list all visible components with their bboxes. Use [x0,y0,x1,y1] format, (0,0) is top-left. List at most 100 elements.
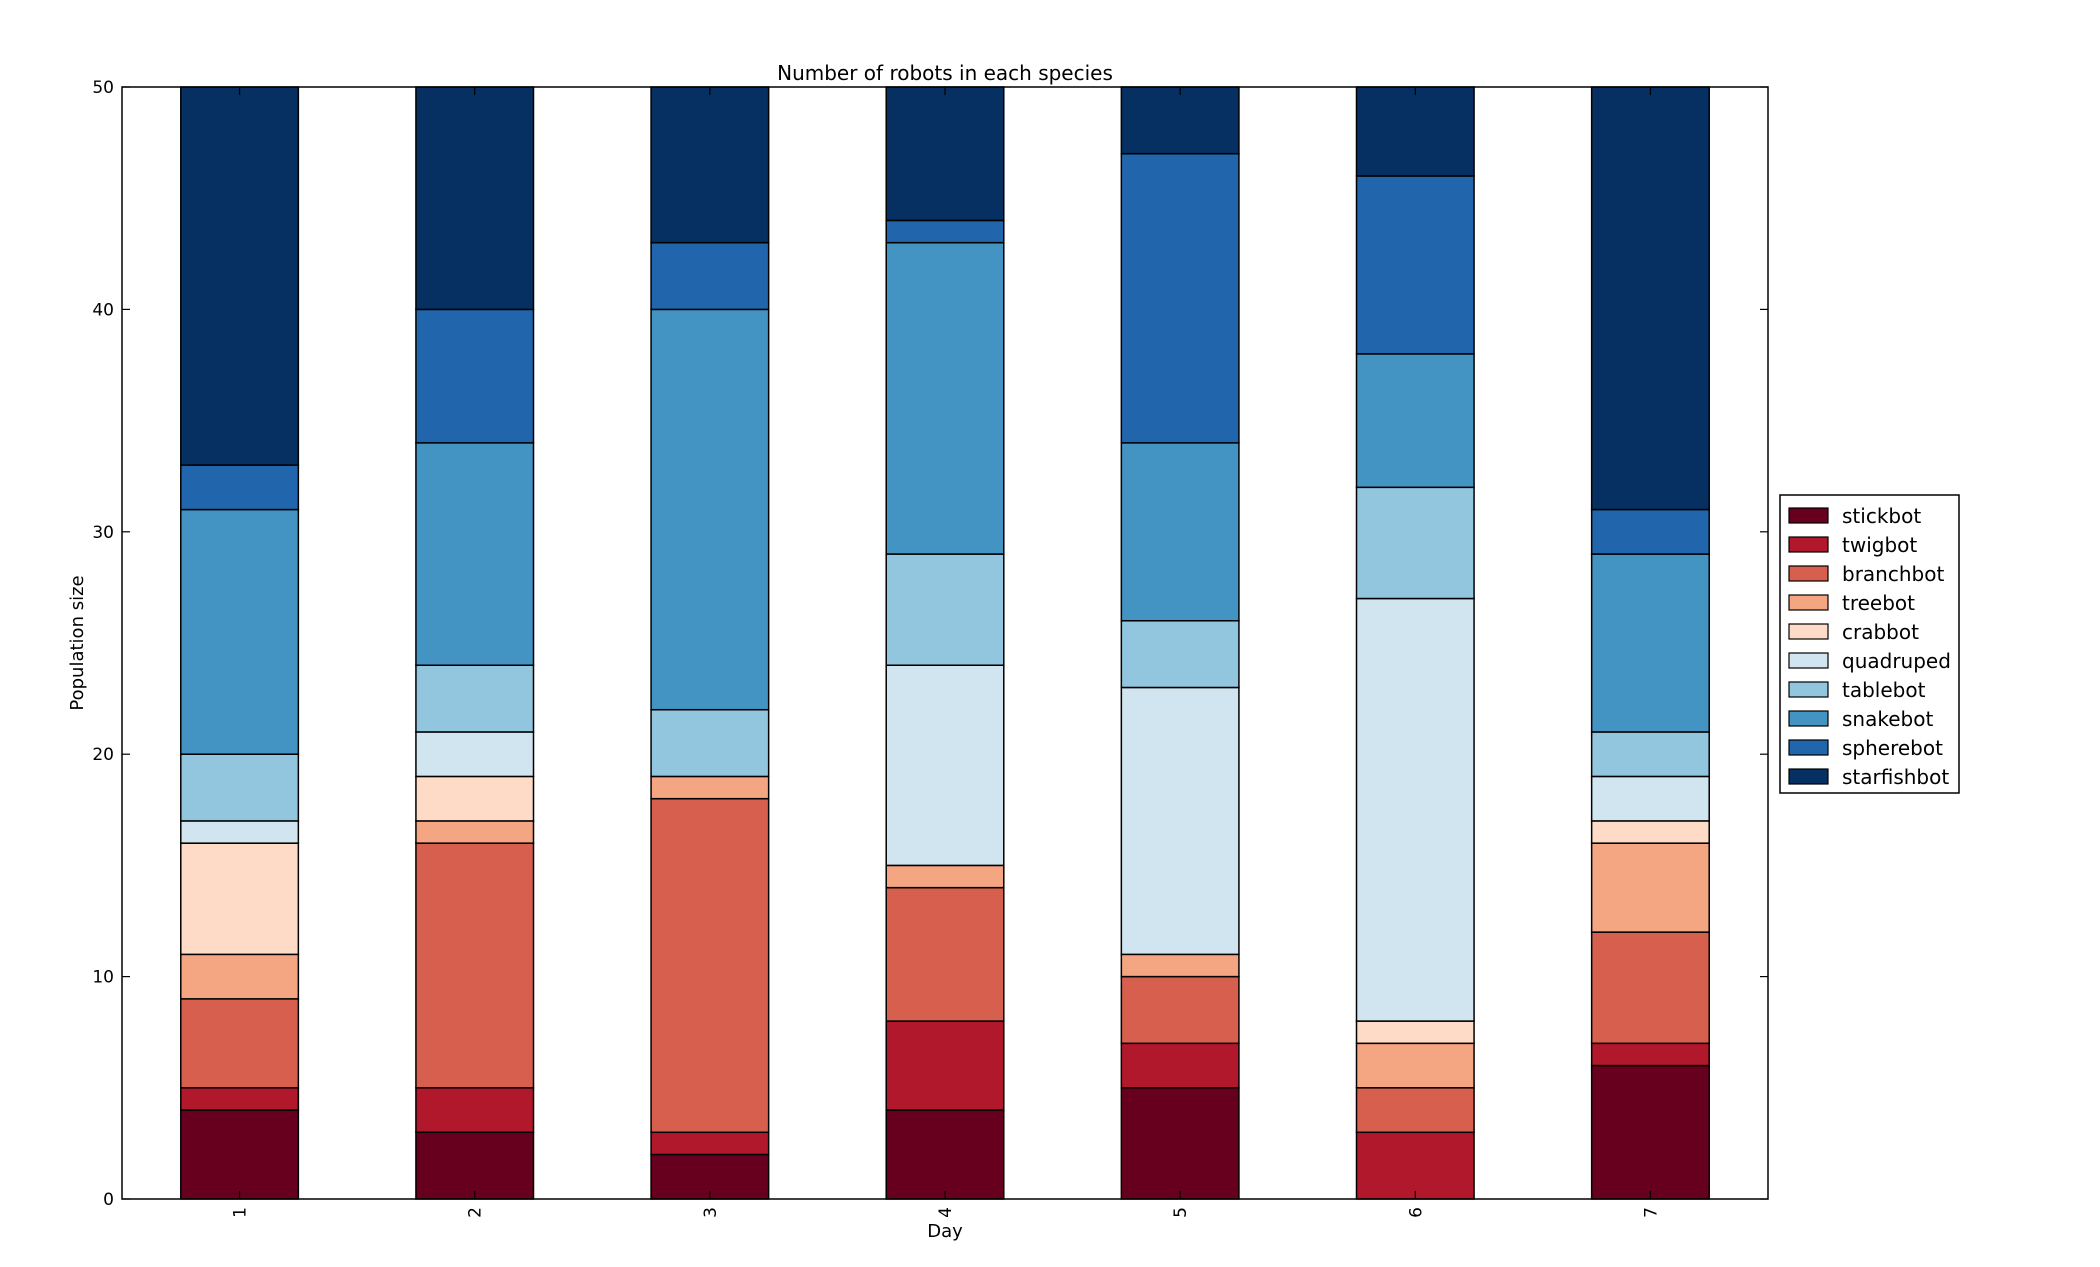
bar-segment-branchbot-day-2 [415,842,535,1089]
bar-segment-twigbot-day-7 [1590,1042,1710,1067]
legend: stickbot twigbot branchbot treebot crabbot qu… [1779,494,1960,794]
bar-segment-treebot-day-7 [1590,842,1710,933]
legend-label-quadruped: quadruped [1842,649,1951,673]
bar-segment-snakebot-day-4 [885,241,1005,555]
x-tick-label-2: 2 [466,1207,486,1218]
legend-swatch-spherebot [1788,739,1829,756]
bar-segment-snakebot-day-6 [1355,353,1475,489]
bar-segment-snakebot-day-1 [180,508,300,755]
bar-segment-spherebot-day-4 [885,219,1005,244]
bar-segment-crabbot-day-6 [1355,1020,1475,1045]
bar-segment-snakebot-day-2 [415,442,535,666]
bar-segment-branchbot-day-4 [885,886,1005,1022]
legend-swatch-starfishbot [1788,768,1829,785]
legend-swatch-stickbot [1788,507,1829,524]
bar-segment-tablebot-day-7 [1590,731,1710,778]
bar-segment-crabbot-day-7 [1590,820,1710,844]
bar-segment-twigbot-day-4 [885,1020,1005,1111]
bar-segment-starfishbot-day-4 [885,86,1005,222]
bar-segment-tablebot-day-3 [650,708,770,778]
bar-segment-spherebot-day-3 [650,241,770,311]
bar-segment-stickbot-day-4 [885,1109,1005,1200]
bar-segment-treebot-day-1 [180,953,300,1000]
bar-segment-tablebot-day-6 [1355,486,1475,600]
x-axis-label: Day [927,1221,963,1242]
bar-segment-starfishbot-day-3 [650,86,770,244]
y-tick-label-50: 50 [92,78,114,98]
legend-label-branchbot: branchbot [1842,562,1944,586]
bar-segment-twigbot-day-1 [180,1087,300,1111]
y-tick-label-40: 40 [92,300,114,320]
x-tick-label-4: 4 [936,1207,956,1218]
bar-segment-branchbot-day-5 [1120,975,1240,1045]
y-axis: 0 10 20 30 40 50 [92,78,1768,1210]
legend-label-spherebot: spherebot [1842,736,1943,760]
bar-segment-stickbot-day-7 [1590,1064,1710,1200]
x-tick-label-1: 1 [231,1207,251,1218]
y-tick-label-0: 0 [103,1190,114,1210]
x-axis: 1 2 3 4 5 6 7 [231,87,1661,1218]
legend-label-crabbot: crabbot [1842,620,1919,644]
bar-segment-spherebot-day-2 [415,308,535,444]
bar-segment-quadruped-day-4 [885,664,1005,867]
bar-segment-snakebot-day-7 [1590,553,1710,733]
bar-segment-starfishbot-day-2 [415,86,535,311]
bar-segment-tablebot-day-1 [180,753,300,822]
bar-segment-stickbot-day-2 [415,1131,535,1200]
legend-swatch-crabbot [1788,623,1829,640]
y-tick-label-10: 10 [92,968,114,988]
bar-segment-starfishbot-day-7 [1590,86,1710,511]
bar-segment-treebot-day-2 [415,820,535,844]
y-tick-label-30: 30 [92,523,114,543]
chart-title: Number of robots in each species [777,61,1113,85]
bar-segment-twigbot-day-5 [1120,1042,1240,1089]
bar-segment-treebot-day-3 [650,775,770,800]
legend-label-treebot: treebot [1842,591,1915,615]
bar-segment-snakebot-day-3 [650,308,770,711]
legend-swatch-branchbot [1788,565,1829,582]
legend-label-snakebot: snakebot [1842,707,1933,731]
bar-segment-treebot-day-5 [1120,953,1240,978]
legend-swatch-snakebot [1788,710,1829,727]
bar-segment-treebot-day-4 [885,864,1005,889]
bar-segment-quadruped-day-1 [180,820,300,844]
bar-segment-stickbot-day-5 [1120,1087,1240,1200]
legend-swatch-tablebot [1788,681,1829,698]
bar-segment-twigbot-day-2 [415,1087,535,1134]
y-axis-label: Population size [67,575,88,710]
bar-segment-spherebot-day-1 [180,464,300,511]
bar-segment-crabbot-day-1 [180,842,300,956]
bar-segment-tablebot-day-4 [885,553,1005,666]
bars-layer [180,86,1710,1200]
bar-segment-branchbot-day-3 [650,797,770,1134]
x-tick-label-5: 5 [1171,1207,1191,1218]
bar-segment-starfishbot-day-1 [180,86,300,466]
bar-segment-starfishbot-day-5 [1120,86,1240,155]
bar-segment-spherebot-day-6 [1355,175,1475,355]
legend-swatch-treebot [1788,594,1829,611]
bar-segment-twigbot-day-6 [1355,1131,1475,1200]
bar-segment-starfishbot-day-6 [1355,86,1475,177]
bar-segment-spherebot-day-7 [1590,508,1710,555]
legend-label-twigbot: twigbot [1842,533,1917,557]
bar-segment-quadruped-day-5 [1120,686,1240,956]
bar-segment-twigbot-day-3 [650,1131,770,1156]
bar-segment-crabbot-day-2 [415,775,535,822]
x-tick-label-3: 3 [701,1207,721,1218]
bar-segment-tablebot-day-5 [1120,620,1240,689]
bar-segment-branchbot-day-7 [1590,931,1710,1045]
legend-swatch-quadruped [1788,652,1829,669]
bar-segment-treebot-day-6 [1355,1042,1475,1089]
x-tick-label-6: 6 [1406,1207,1426,1218]
legend-label-tablebot: tablebot [1842,678,1926,702]
bar-segment-spherebot-day-5 [1120,152,1240,444]
legend-swatch-twigbot [1788,536,1829,553]
bar-segment-branchbot-day-1 [180,998,300,1089]
bar-segment-branchbot-day-6 [1355,1087,1475,1134]
bar-segment-snakebot-day-5 [1120,442,1240,622]
bar-segment-quadruped-day-7 [1590,775,1710,822]
bar-segment-stickbot-day-1 [180,1109,300,1200]
y-tick-label-20: 20 [92,745,114,765]
x-tick-label-7: 7 [1641,1207,1661,1218]
